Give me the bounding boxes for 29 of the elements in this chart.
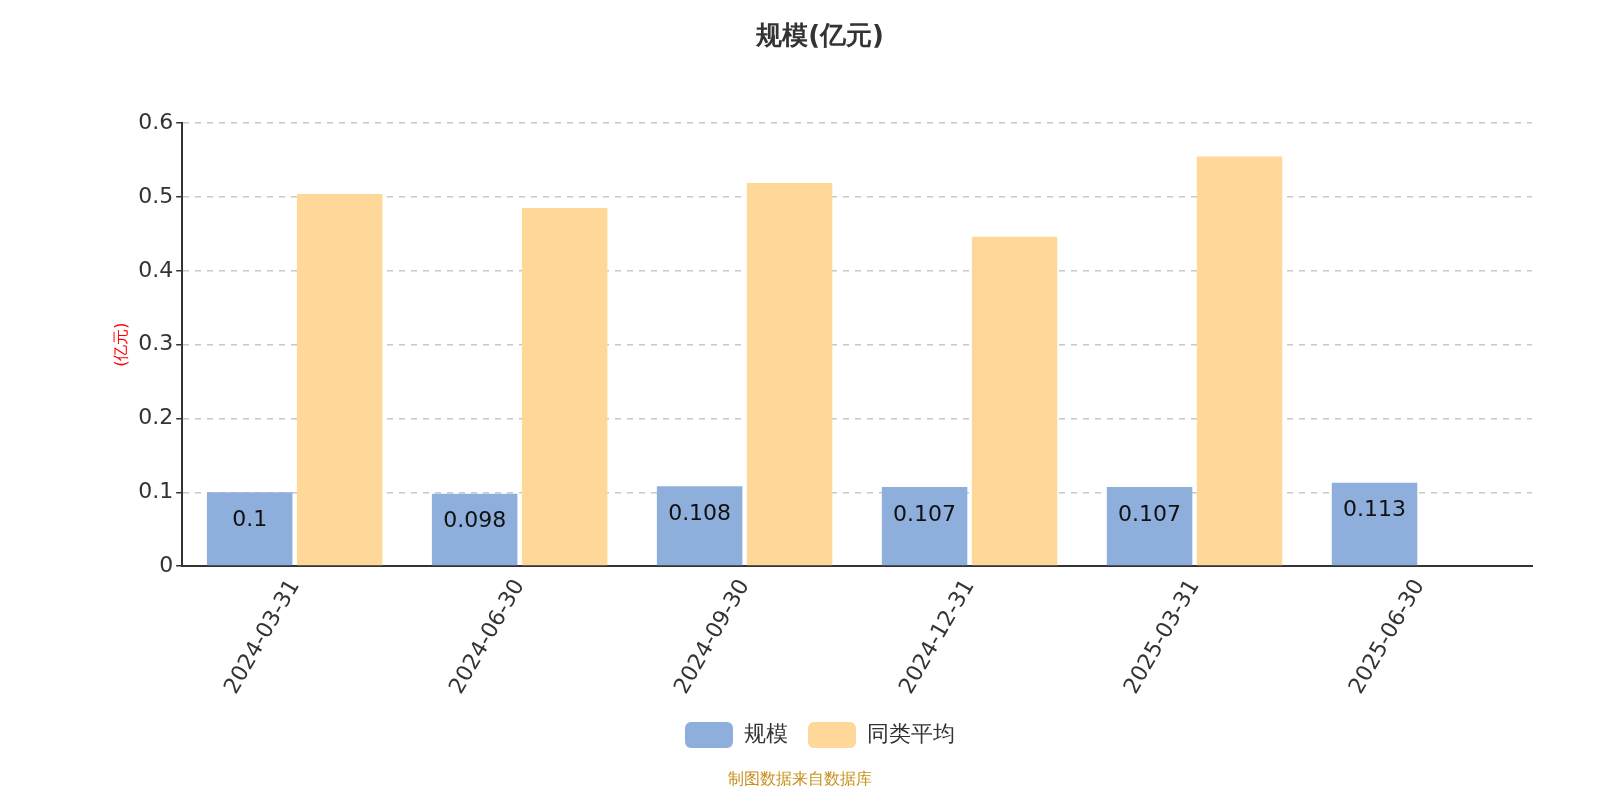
bar [881, 487, 968, 566]
bar [206, 492, 293, 566]
chart-title: 规模(亿元) [755, 20, 884, 51]
data-label: 0.107 [893, 500, 957, 526]
bar [1331, 482, 1418, 566]
bar [746, 182, 833, 566]
y-tick-label: 0.5 [138, 182, 174, 208]
legend-label: 同类平均 [867, 720, 955, 746]
bar [656, 486, 743, 566]
data-label: 0.107 [1118, 500, 1182, 526]
bar [971, 236, 1058, 566]
legend-label: 规模 [744, 720, 788, 746]
bar [1196, 156, 1283, 566]
data-label: 0.098 [443, 507, 507, 533]
y-tick-label: 0.2 [138, 404, 174, 430]
y-tick-label: 0 [159, 551, 174, 577]
y-tick-label: 0.3 [138, 330, 174, 356]
text: 制图数据来自数据库 [728, 769, 872, 789]
bar [521, 208, 608, 566]
y-axis-title: (亿元) [110, 322, 130, 367]
y-tick-label: 0.4 [138, 256, 174, 282]
data-label: 0.108 [668, 500, 732, 526]
y-tick-label: 0.1 [138, 477, 174, 503]
y-tick-label: 0.6 [138, 108, 174, 134]
bar [296, 194, 383, 566]
bar [1106, 487, 1193, 566]
data-label: 0.1 [232, 505, 268, 531]
bar [431, 493, 518, 566]
data-label: 0.113 [1343, 496, 1407, 522]
